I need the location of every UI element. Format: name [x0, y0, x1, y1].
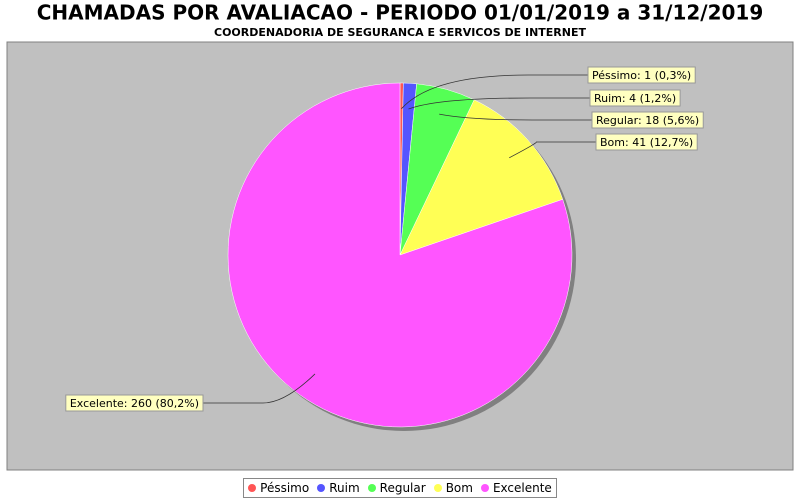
value-label: Péssimo: 1 (0,3%) — [587, 66, 696, 84]
legend-item: Regular — [367, 481, 426, 495]
value-label: Regular: 18 (5,6%) — [591, 111, 704, 129]
label-link — [408, 97, 590, 110]
pie-slice — [227, 82, 573, 428]
label-text: Péssimo: 1 (0,3%) — [592, 69, 691, 82]
label-link — [439, 113, 592, 121]
legend-swatch — [317, 484, 326, 492]
value-label: Bom: 41 (12,7%) — [595, 133, 698, 151]
value-label: Excelente: 260 (80,2%) — [65, 394, 204, 412]
legend-box: Péssimo Ruim Regular Bom Excelente — [243, 478, 557, 498]
legend-item: Péssimo — [248, 481, 309, 495]
label-text: Excelente: 260 (80,2%) — [70, 397, 199, 410]
legend-swatch — [433, 484, 442, 492]
label-link — [203, 373, 316, 404]
label-box — [65, 394, 204, 412]
legend-item: Excelente — [480, 481, 552, 495]
legend-label: Excelente — [492, 481, 552, 495]
legend-item: Ruim — [317, 481, 360, 495]
label-link — [509, 141, 596, 159]
legend-label: Ruim — [329, 481, 360, 495]
legend: Péssimo Ruim Regular Bom Excelente — [0, 478, 800, 498]
chart-title: CHAMADAS POR AVALIACAO - PERIODO 01/01/2… — [37, 1, 764, 25]
label-text: Bom: 41 (12,7%) — [600, 136, 693, 149]
label-text: Regular: 18 (5,6%) — [596, 114, 699, 127]
legend-label: Péssimo — [260, 481, 310, 495]
legend-label: Regular — [379, 481, 426, 495]
label-box — [587, 66, 696, 84]
chart: CHAMADAS POR AVALIACAO - PERIODO 01/01/2… — [6, 1, 794, 471]
legend-swatch — [480, 484, 489, 492]
label-box — [589, 89, 681, 107]
chart-subtitle: COORDENADORIA DE SEGURANCA E SERVICOS DE… — [214, 26, 586, 39]
pie-slice — [399, 99, 564, 256]
legend-swatch — [367, 484, 376, 492]
legend-swatch — [248, 484, 257, 492]
legend-item: Bom — [433, 481, 473, 495]
legend-label: Bom — [445, 481, 473, 495]
label-box — [595, 133, 698, 151]
label-link — [401, 74, 588, 110]
label-text: Ruim: 4 (1,2%) — [594, 92, 676, 105]
label-box — [591, 111, 704, 129]
value-label: Ruim: 4 (1,2%) — [589, 89, 681, 107]
